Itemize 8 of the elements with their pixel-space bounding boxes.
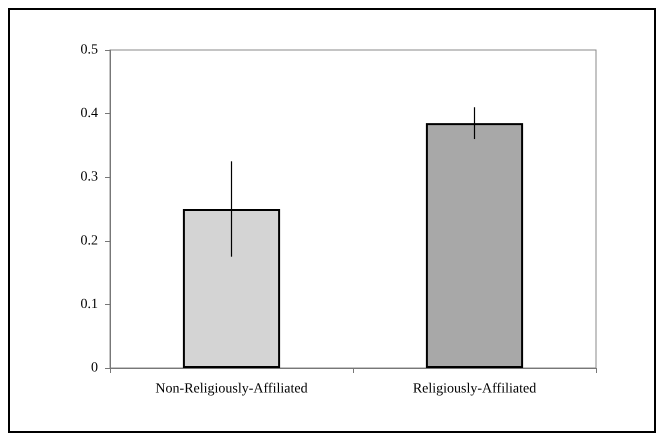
x-tick-label: Non-Religiously-Affiliated [155,382,308,396]
y-tick-label: 0.1 [80,296,98,312]
y-tick-label: 0.5 [80,42,98,58]
y-tick-label: 0.4 [80,106,98,122]
x-tick-label: Religiously-Affiliated [412,382,536,396]
y-tick-label: 0.2 [80,233,98,248]
y-tick-label: 0.3 [80,170,98,185]
y-tick-label: 0 [91,360,98,376]
